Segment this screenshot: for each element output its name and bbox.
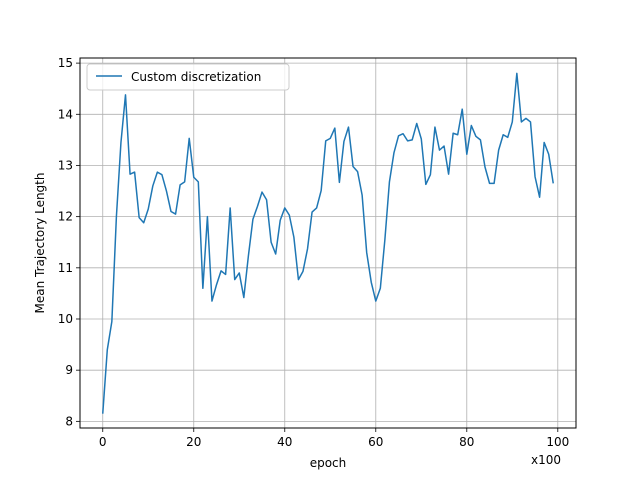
y-tick-label: 11: [58, 261, 73, 275]
y-tick-label: 12: [58, 210, 73, 224]
x-offset-label: x100: [531, 453, 561, 467]
y-tick-label: 14: [58, 107, 73, 121]
y-tick-label: 15: [58, 56, 73, 70]
x-tick-label: 0: [99, 435, 107, 449]
y-axis-label: Mean Trajectory Length: [33, 173, 47, 314]
x-tick-label: 40: [277, 435, 292, 449]
y-tick-label: 13: [58, 158, 73, 172]
legend: Custom discretization: [86, 63, 290, 91]
x-tick-label: 60: [368, 435, 383, 449]
grid: [80, 58, 576, 428]
series-layer: [102, 72, 554, 414]
x-tick-label: 100: [546, 435, 569, 449]
legend-label: Custom discretization: [131, 70, 261, 84]
plot-frame: [79, 57, 577, 429]
series-line: [102, 72, 554, 414]
legend-box: [86, 63, 290, 91]
y-tick-label: 9: [65, 363, 73, 377]
y-tick-label: 10: [58, 312, 73, 326]
x-tick-label: 80: [459, 435, 474, 449]
x-tick-label: 20: [186, 435, 201, 449]
y-tick-label: 8: [65, 414, 73, 428]
x-axis-label: epoch: [310, 456, 347, 470]
ticks: 0 20 40 60 80 100 8 9 10 11 12 13 14 15: [58, 56, 570, 449]
